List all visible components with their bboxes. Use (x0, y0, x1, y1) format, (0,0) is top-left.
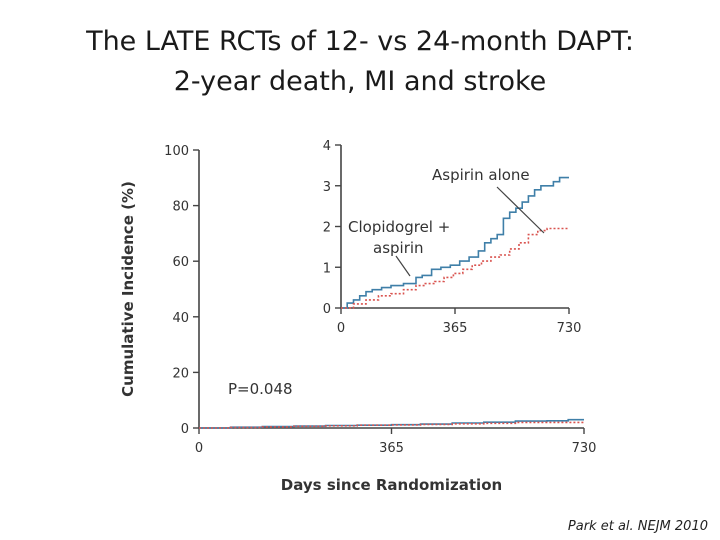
inset-series-line-1 (341, 176, 569, 309)
main-x-axis-label: Days since Randomization (281, 476, 502, 494)
main-y-tick-label: 0 (181, 422, 189, 437)
series-label-clopidogrel-line-1: Clopidogrel + (348, 218, 450, 236)
main-x-tick-label: 730 (572, 441, 597, 456)
main-x-tick-label: 365 (379, 441, 404, 456)
slide-title-line-1: The LATE RCTs of 12- vs 24-month DAPT: (86, 26, 634, 57)
main-y-tick-label: 60 (172, 255, 189, 270)
inset-y-tick-label: 0 (323, 302, 331, 317)
main-y-tick-label: 20 (172, 366, 189, 381)
inset-x-tick-label: 0 (337, 321, 345, 336)
slide-title: The LATE RCTs of 12- vs 24-month DAPT: 2… (0, 22, 720, 102)
p-value-annotation: P=0.048 (228, 380, 293, 398)
main-series-line-1 (199, 418, 584, 429)
series-label-clopidogrel-line-2: aspirin (373, 239, 424, 257)
citation: Park et al. NEJM 2010 (567, 519, 708, 534)
series-label-aspirin-alone: Aspirin alone (432, 166, 530, 184)
main-y-tick-label: 100 (164, 144, 189, 159)
main-y-tick-label: 80 (172, 200, 189, 215)
main-x-tick-label: 0 (195, 441, 203, 456)
main-y-tick-label: 40 (172, 311, 189, 326)
main-y-axis-label: Cumulative Incidence (%) (119, 181, 137, 397)
leader-line-clopidogrel (395, 255, 411, 277)
inset-y-tick-label: 4 (323, 139, 331, 154)
inset-y-tick-label: 2 (323, 221, 331, 236)
inset-y-tick-label: 3 (323, 180, 331, 195)
slide-title-line-2: 2-year death, MI and stroke (173, 66, 547, 97)
leader-line-aspirin-alone (496, 186, 545, 234)
inset-x-tick-label: 365 (443, 321, 468, 336)
inset-x-tick-label: 730 (557, 321, 582, 336)
inset-series-line-2 (341, 227, 569, 309)
main-series-line-2 (199, 421, 584, 429)
inset-y-tick-label: 1 (323, 261, 331, 276)
